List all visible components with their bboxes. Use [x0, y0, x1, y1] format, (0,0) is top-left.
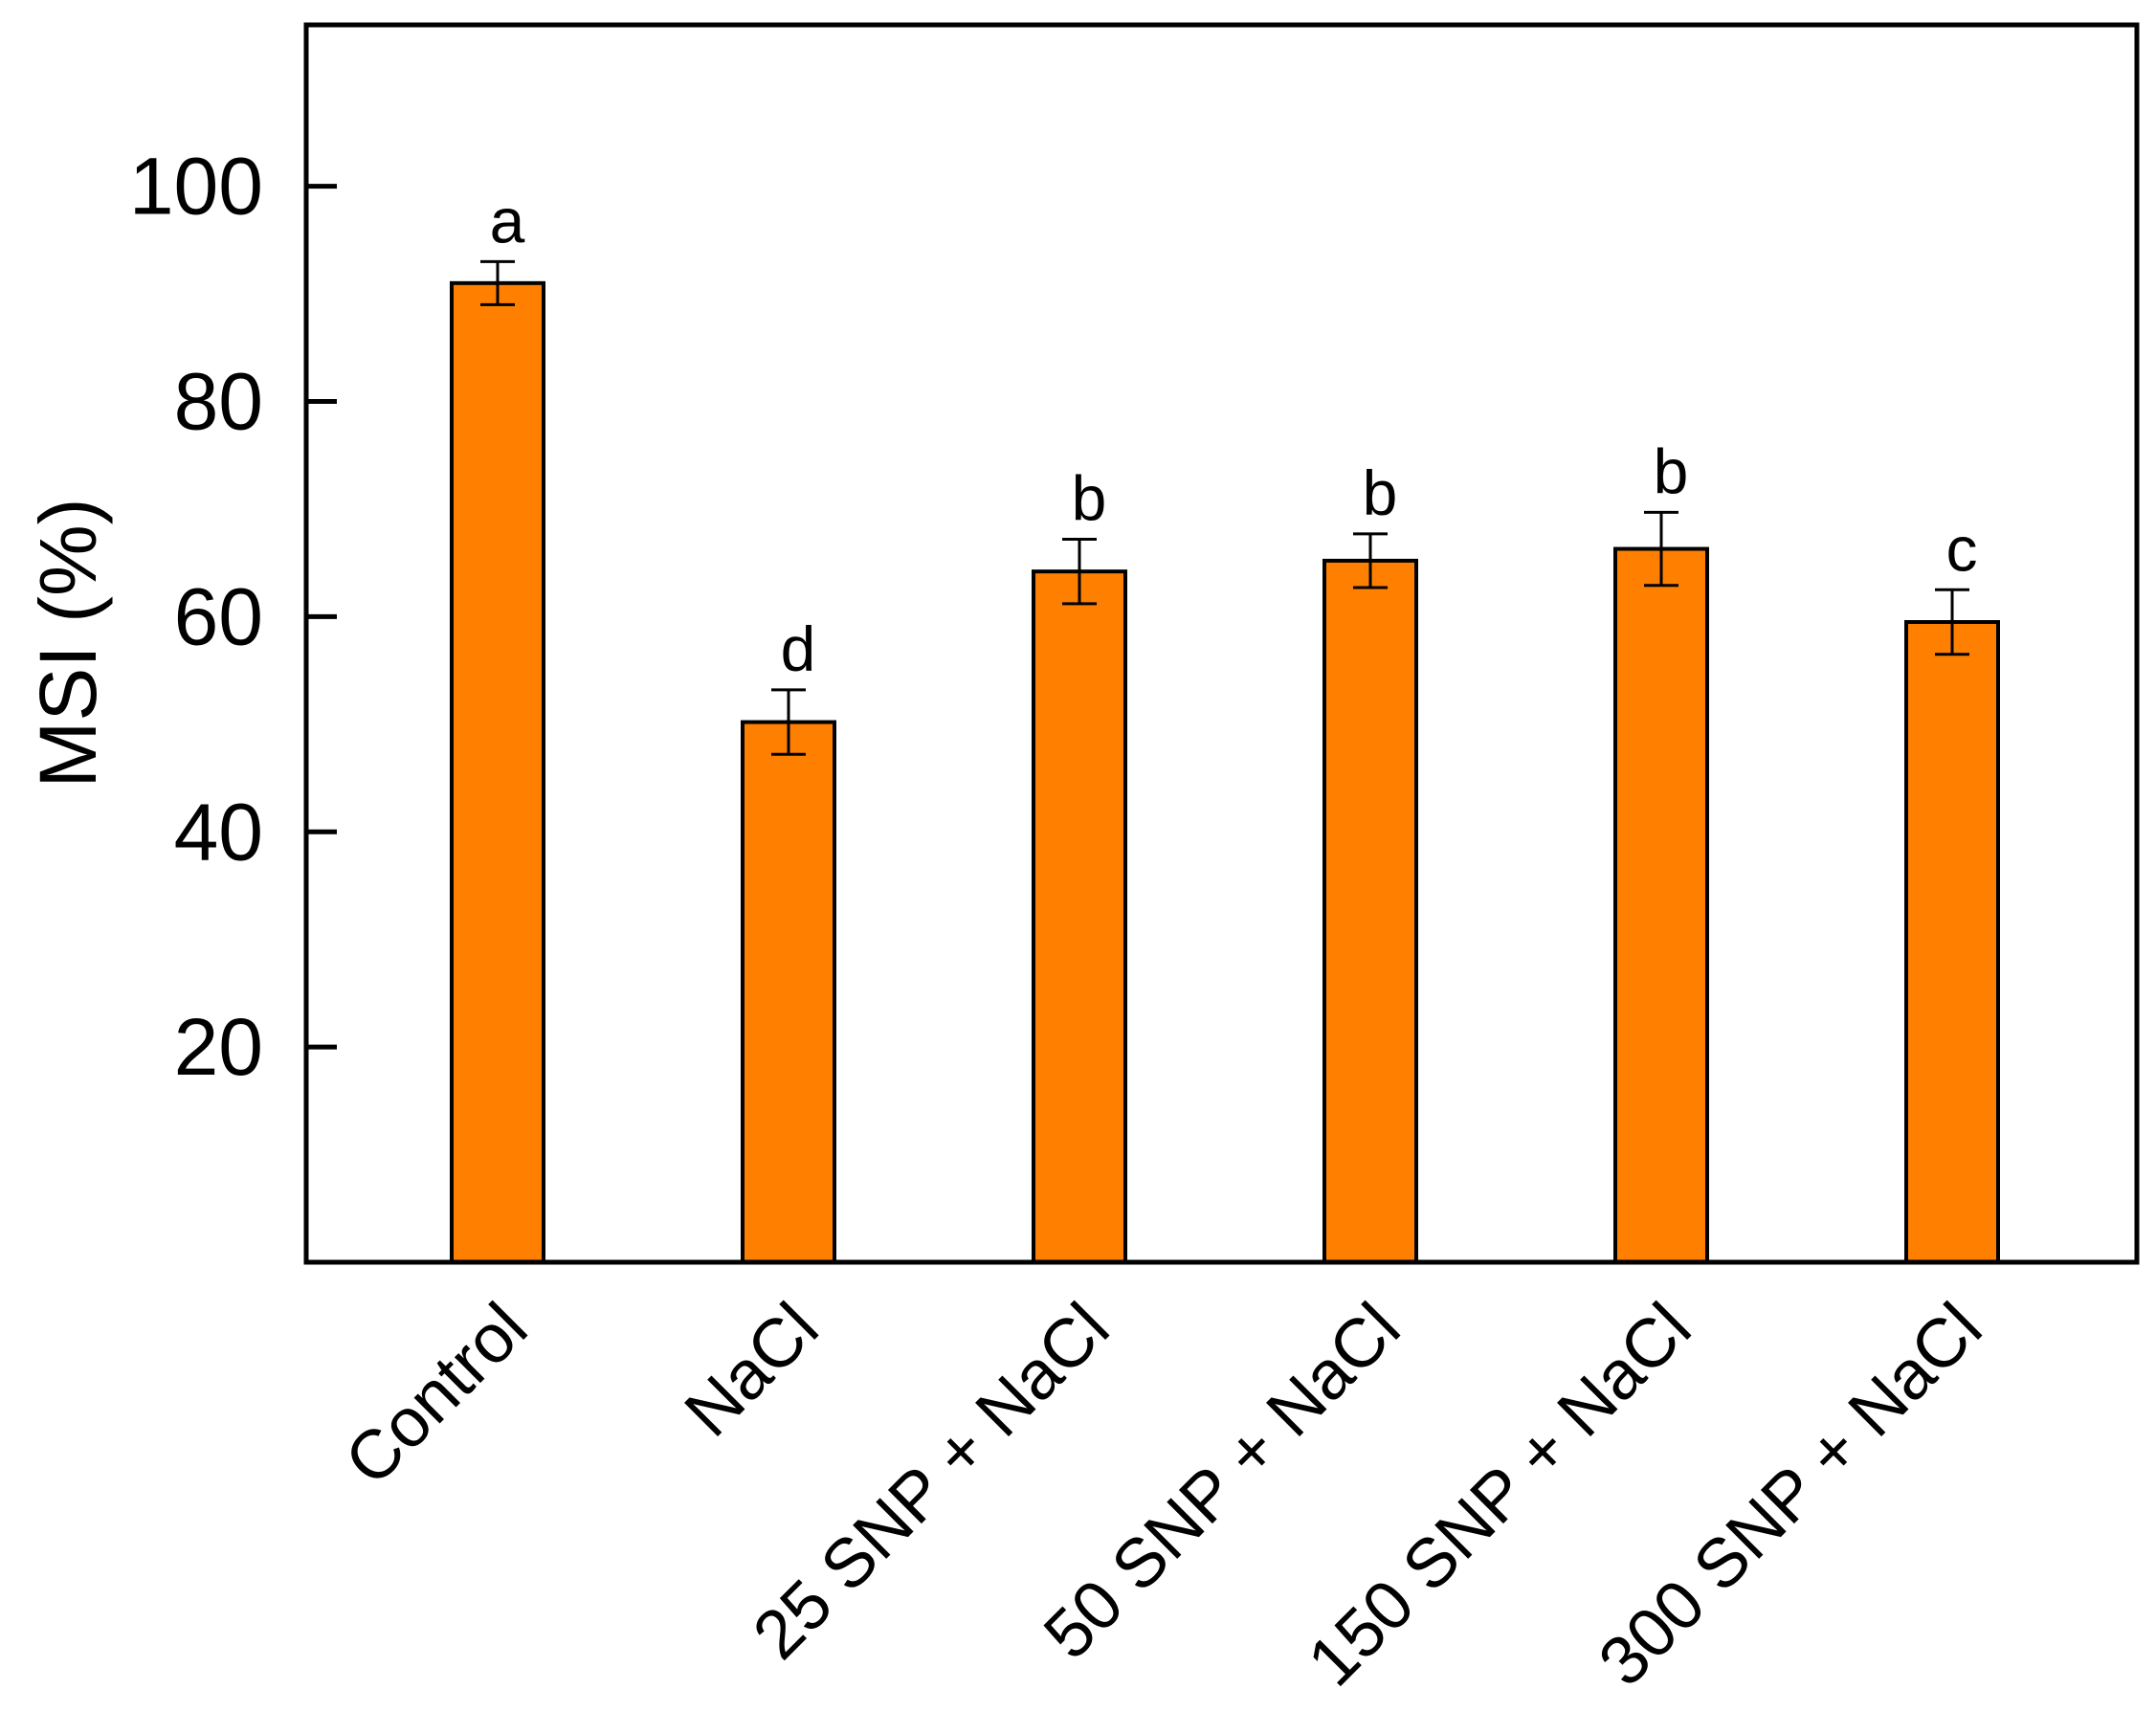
- significance-labels-group: a d b b b c: [490, 185, 1978, 683]
- error-bars-group: [480, 259, 1969, 756]
- y-tick-label: 20: [174, 1002, 263, 1092]
- bar: [1613, 546, 1709, 1264]
- bar: [741, 720, 836, 1264]
- significance-label: d: [781, 613, 816, 684]
- y-tick-label: 80: [174, 357, 263, 447]
- significance-label: c: [1946, 513, 1978, 584]
- bar: [1904, 620, 2000, 1264]
- significance-label: b: [1072, 462, 1107, 533]
- bar: [1322, 558, 1418, 1264]
- y-axis: 20 40 60 80 100: [129, 142, 337, 1092]
- bar: [1032, 569, 1127, 1264]
- plot-frame: [303, 22, 2140, 1265]
- y-tick-label: 40: [174, 787, 263, 877]
- significance-label: b: [1363, 457, 1398, 528]
- y-axis-title: MSI (%): [23, 498, 113, 788]
- x-tick-label: NaCl: [671, 1289, 834, 1452]
- bars-group: [450, 280, 2000, 1264]
- bar: [450, 280, 545, 1264]
- significance-label: b: [1654, 435, 1689, 506]
- significance-label: a: [490, 185, 525, 256]
- y-tick-label: 100: [129, 142, 263, 232]
- y-tick-label: 60: [174, 571, 263, 661]
- x-tick-label: Control: [331, 1289, 543, 1501]
